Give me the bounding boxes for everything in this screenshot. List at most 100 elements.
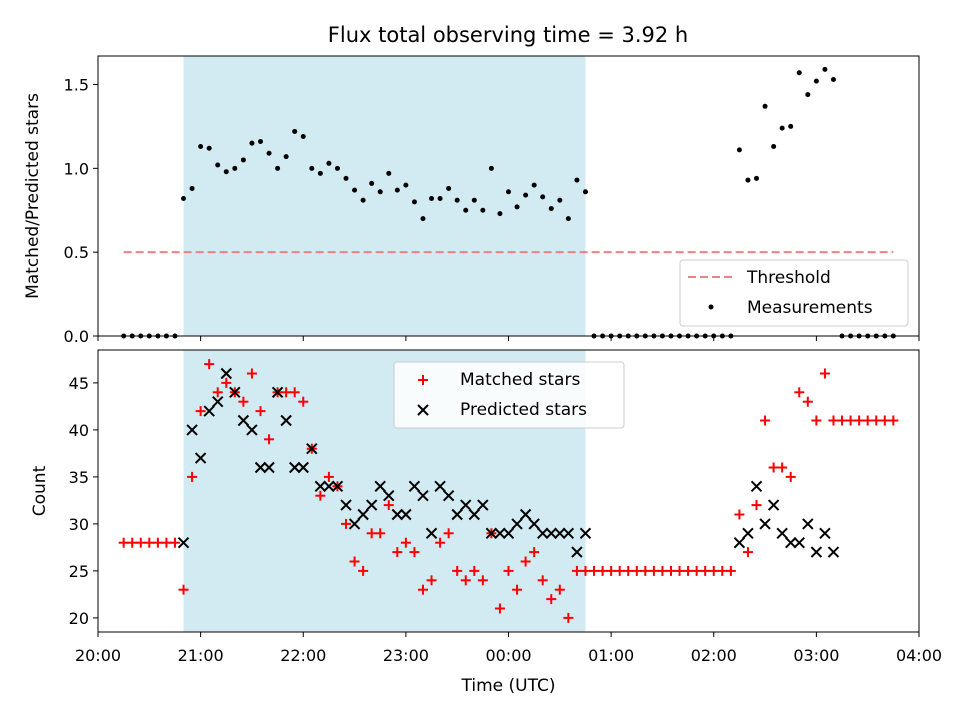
matched-point xyxy=(520,556,531,567)
matched-point xyxy=(631,565,642,576)
matched-point xyxy=(281,387,292,398)
matched-point xyxy=(554,584,565,595)
matched-point xyxy=(358,565,369,576)
measurement-point xyxy=(317,170,323,176)
measurement-point xyxy=(283,154,289,160)
predicted-point xyxy=(502,527,515,540)
x-axis-label: Time (UTC) xyxy=(461,676,556,696)
measurement-point xyxy=(292,128,298,134)
matched-point xyxy=(854,415,865,426)
predicted-point-b xyxy=(460,499,472,511)
predicted-point xyxy=(365,499,378,511)
measurement-point xyxy=(411,199,417,205)
predicted-point-b xyxy=(554,527,566,540)
matched-point xyxy=(794,387,805,398)
matched-point xyxy=(127,537,138,548)
matched-point xyxy=(623,565,634,576)
matched-point xyxy=(717,565,728,576)
matched-point xyxy=(246,368,257,379)
predicted-point-b xyxy=(785,536,797,549)
bottom-xtick-label: 21:00 xyxy=(178,646,224,665)
top-panel: 0.0 0.5 1.0 1.5 Matched/Predicted stars Thr… xyxy=(23,55,920,346)
predicted-point xyxy=(442,489,455,502)
matched-point xyxy=(238,396,249,407)
matched-point xyxy=(169,537,180,548)
measurement-point xyxy=(454,197,460,203)
matched-point xyxy=(452,565,463,576)
measurement-point xyxy=(531,182,537,188)
measurement-point xyxy=(497,211,503,217)
measurement-point xyxy=(822,66,828,72)
predicted-point-b xyxy=(271,386,284,399)
predicted-point-b xyxy=(802,518,814,530)
matched-point xyxy=(135,537,146,548)
predicted-point-b xyxy=(246,424,258,436)
predicted-point-b xyxy=(742,527,754,540)
matched-point xyxy=(606,565,617,576)
measurement-point xyxy=(796,70,802,76)
measurement-point xyxy=(386,170,392,176)
predicted-point xyxy=(417,489,429,502)
predicted-point-b xyxy=(733,536,746,549)
matched-point xyxy=(392,547,403,558)
measurement-point xyxy=(198,144,204,150)
legend-x-marker xyxy=(417,404,429,416)
predicted-point-b xyxy=(177,536,190,549)
bottom-ytick-label: 30 xyxy=(69,515,89,534)
matched-point xyxy=(298,396,309,407)
matched-point xyxy=(400,537,411,548)
measurement-point xyxy=(548,206,554,212)
bottom-xtick-label: 00:00 xyxy=(485,646,531,665)
top-y-ticks: 0.0 0.5 1.0 1.5 xyxy=(64,76,98,346)
predicted-point-b xyxy=(819,527,831,540)
matched-point xyxy=(648,565,659,576)
predicted-point-b xyxy=(519,508,532,521)
measurement-point xyxy=(223,169,229,175)
predicted-point xyxy=(246,424,258,436)
predicted-point-b xyxy=(571,546,583,558)
measurement-point xyxy=(523,192,529,198)
predicted-point xyxy=(477,499,489,511)
predicted-point-b xyxy=(288,461,301,474)
measurement-point xyxy=(360,197,366,203)
measurement-point xyxy=(309,165,315,171)
bottom-data-marks xyxy=(118,359,899,623)
matched-point xyxy=(742,547,753,558)
predicted-point xyxy=(528,518,540,530)
legend-threshold-label: Threshold xyxy=(746,268,831,288)
matched-point xyxy=(691,565,702,576)
measurement-point xyxy=(437,196,443,202)
top-ytick-label: 0.5 xyxy=(64,243,89,262)
matched-point xyxy=(879,415,890,426)
predicted-point xyxy=(374,480,386,493)
predicted-point xyxy=(340,499,352,511)
bottom-ytick-label: 35 xyxy=(69,468,89,487)
legend-measurements-swatch xyxy=(708,304,714,310)
matched-point xyxy=(802,396,813,407)
predicted-point xyxy=(571,546,583,558)
predicted-point xyxy=(750,480,763,493)
predicted-point xyxy=(288,461,301,474)
predicted-point xyxy=(186,424,198,436)
predicted-point-b xyxy=(383,489,395,502)
matched-point xyxy=(640,565,651,576)
matched-point xyxy=(871,415,882,426)
predicted-point-b xyxy=(434,480,446,493)
measurement-point xyxy=(334,165,340,171)
predicted-point-b xyxy=(314,480,327,493)
predicted-point-b xyxy=(331,480,344,493)
predicted-point-b xyxy=(357,508,369,521)
matched-point xyxy=(580,565,591,576)
predicted-point xyxy=(229,386,241,399)
bottom-xtick-label: 01:00 xyxy=(588,646,634,665)
measurement-point xyxy=(813,78,819,84)
predicted-point xyxy=(212,395,224,408)
predicted-point xyxy=(785,536,797,549)
measurement-point xyxy=(189,185,195,191)
measurement-point xyxy=(788,123,794,129)
matched-point xyxy=(785,471,796,482)
matched-point xyxy=(614,565,625,576)
predicted-point xyxy=(323,480,335,493)
bottom-y-axis-label: Count xyxy=(30,465,50,516)
measurement-point xyxy=(514,204,520,210)
